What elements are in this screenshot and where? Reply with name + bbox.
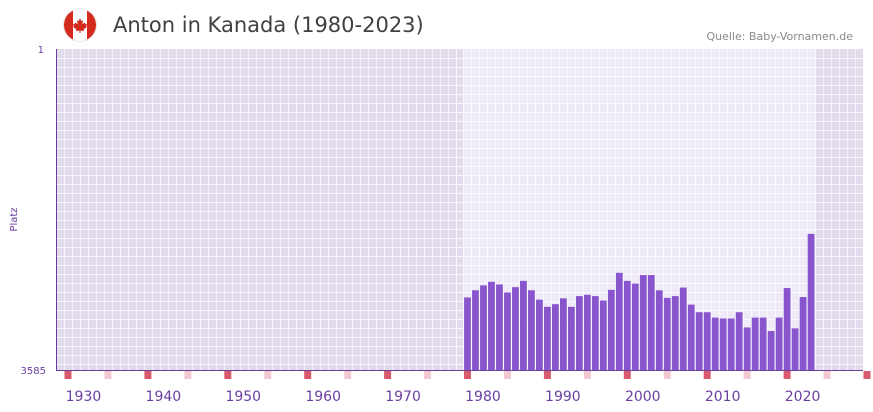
year-marker-2008 xyxy=(703,371,711,379)
year-marker-2023 xyxy=(823,371,831,379)
y-tick-label-top: 1 xyxy=(38,45,44,56)
bar-2005 xyxy=(679,287,687,370)
year-marker-1973 xyxy=(424,371,432,379)
bar-1985 xyxy=(520,280,527,370)
bar-1983 xyxy=(504,292,511,370)
year-marker-1948 xyxy=(224,371,232,379)
bar-2017 xyxy=(775,317,783,370)
bar-2010 xyxy=(719,318,727,370)
bar-2015 xyxy=(759,317,767,370)
bar-1988 xyxy=(543,306,551,370)
bar-2021 xyxy=(807,233,815,370)
bar-2018 xyxy=(783,288,791,370)
bar-2014 xyxy=(751,317,759,370)
year-marker-1968 xyxy=(384,371,392,379)
year-marker-1933 xyxy=(104,371,112,379)
bar-1989 xyxy=(551,304,559,370)
x-tick-label-1930: 1930 xyxy=(66,389,102,405)
bar-1978 xyxy=(464,297,471,370)
bar-1981 xyxy=(488,281,495,370)
year-marker-1983 xyxy=(503,371,511,379)
x-tick-label-1960: 1960 xyxy=(305,389,341,405)
bar-2012 xyxy=(735,312,743,370)
bar-2013 xyxy=(743,327,751,370)
bar-1992 xyxy=(575,296,583,370)
x-tick-label-2000: 2000 xyxy=(625,389,661,405)
x-tick-label-1970: 1970 xyxy=(385,389,421,405)
bar-1993 xyxy=(583,294,591,370)
x-tick-label-1940: 1940 xyxy=(146,389,182,405)
bar-2008 xyxy=(703,312,711,370)
canada-flag-icon xyxy=(64,9,96,41)
bar-1999 xyxy=(631,283,639,370)
bar-1996 xyxy=(607,289,615,370)
bar-1986 xyxy=(528,290,535,370)
year-marker-1963 xyxy=(344,371,352,379)
bar-1990 xyxy=(559,298,567,370)
bar-2003 xyxy=(663,297,671,370)
bar-1979 xyxy=(472,290,479,370)
year-marker-1953 xyxy=(264,371,272,379)
x-tick-label-1950: 1950 xyxy=(225,389,261,405)
year-marker-1993 xyxy=(583,371,591,379)
year-marker-1958 xyxy=(304,371,312,379)
year-marker-1978 xyxy=(463,371,471,379)
year-marker-2028 xyxy=(863,371,871,379)
year-marker-1988 xyxy=(543,371,551,379)
bar-1982 xyxy=(496,284,503,370)
bar-1994 xyxy=(591,296,599,370)
x-tick-label-2020: 2020 xyxy=(785,389,821,405)
bar-1998 xyxy=(623,280,631,370)
bar-2002 xyxy=(655,290,663,370)
bar-1987 xyxy=(536,299,543,370)
year-marker-1998 xyxy=(623,371,631,379)
bar-2006 xyxy=(687,304,695,370)
year-marker-1943 xyxy=(184,371,192,379)
grid-lines xyxy=(56,49,864,370)
year-marker-1938 xyxy=(144,371,152,379)
x-tick-label-1980: 1980 xyxy=(465,389,501,405)
bar-2011 xyxy=(727,318,735,370)
bar-2001 xyxy=(647,275,655,370)
x-tick-label-1990: 1990 xyxy=(545,389,581,405)
bar-2009 xyxy=(711,317,719,370)
bar-2004 xyxy=(671,296,679,370)
bar-1995 xyxy=(599,300,607,370)
y-tick-label-bottom: 3585 xyxy=(21,366,46,377)
x-tick-label-2010: 2010 xyxy=(705,389,741,405)
bar-2000 xyxy=(639,275,647,370)
year-marker-2013 xyxy=(743,371,751,379)
bar-1991 xyxy=(567,306,575,370)
year-marker-2018 xyxy=(783,371,791,379)
bar-2020 xyxy=(799,297,807,370)
year-marker-1928 xyxy=(64,371,72,379)
y-axis-label: Platz xyxy=(9,207,20,231)
page-title: Anton in Kanada (1980-2023) xyxy=(113,13,424,37)
source-credit: Quelle: Baby-Vornamen.de xyxy=(706,30,853,43)
bar-2016 xyxy=(767,331,775,370)
bar-2007 xyxy=(695,312,703,370)
bar-2019 xyxy=(791,328,799,370)
bar-1997 xyxy=(615,272,623,370)
year-marker-2003 xyxy=(663,371,671,379)
bar-1980 xyxy=(480,285,487,370)
bar-1984 xyxy=(512,287,519,370)
